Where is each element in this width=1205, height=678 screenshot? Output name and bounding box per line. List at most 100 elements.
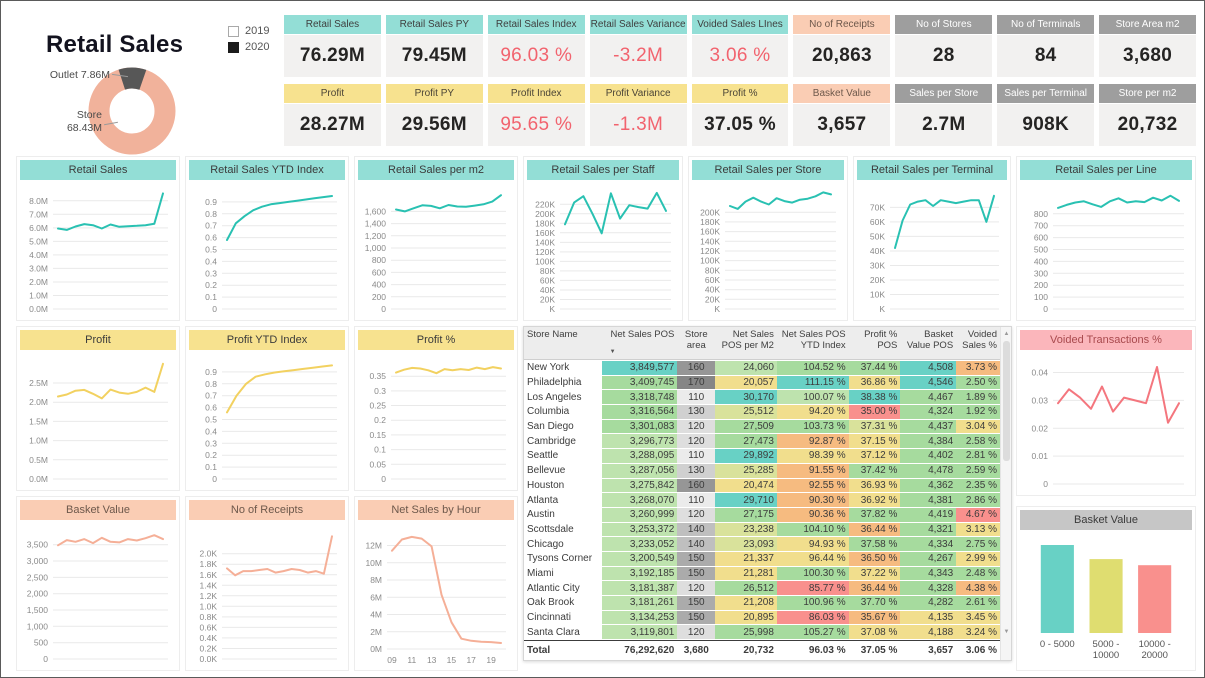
svg-text:10M: 10M [365, 558, 382, 568]
scrollbar-thumb[interactable] [1003, 341, 1010, 461]
retail-sales-per-staff-line-chart[interactable]: 220K 200K 180K 160K 140K 120K 100K 80K 60K 40K 20K… [526, 183, 680, 317]
table-scrollbar[interactable]: ▲ ▼ [1000, 327, 1011, 660]
scroll-up-icon[interactable]: ▲ [1003, 331, 1010, 337]
kpi-card-profit-variance[interactable]: Profit Variance -1.3M [589, 84, 687, 146]
kpi-card-profit-py[interactable]: Profit PY 29.56M [385, 84, 483, 146]
column-header-net-sales-pos-per-m2[interactable]: Net Sales POS per M2 [721, 329, 774, 351]
kpi-card-store-area-m2[interactable]: Store Area m2 3,680 [1099, 15, 1197, 77]
table-cell: 4,282 [900, 596, 957, 611]
legend-item-2019[interactable]: 2019 [228, 25, 269, 37]
svg-text:3,000: 3,000 [27, 556, 49, 566]
kpi-value: 84 [997, 35, 1095, 77]
svg-text:1.0M: 1.0M [29, 436, 48, 446]
table-cell: 29,892 [715, 449, 777, 464]
table-total-row: Total 76,292,620 3,680 20,732 96.03 % 37.05 %… [524, 640, 1011, 660]
legend-label: 2019 [245, 25, 270, 37]
scroll-down-icon[interactable]: ▼ [1003, 629, 1010, 635]
table-row-seattle[interactable]: Seattle 3,288,095 110 29,892 98.39 % 37.12 % 4… [524, 449, 1000, 464]
panel-retail-sales-per-m2: Retail Sales per m2 1,600 1,400 1,200 1,000… [354, 156, 518, 321]
profit-line-chart[interactable]: 2.5M 2.0M 1.5M 1.0M 0.5M 0.0M [19, 353, 177, 487]
table-row-new-york[interactable]: New York 3,849,577 160 24,060 104.52 % 37.44 … [524, 361, 1000, 376]
svg-text:1,200: 1,200 [365, 231, 387, 241]
kpi-card-retail-sales[interactable]: Retail Sales 76.29M [284, 15, 381, 77]
table-cell: 3,181,261 [601, 596, 678, 611]
svg-text:2.0M: 2.0M [29, 277, 48, 287]
table-row-atlantic-city[interactable]: Atlantic City 3,181,387 120 26,512 85.77 % 36… [524, 581, 1000, 596]
table-row-columbia[interactable]: Columbia 3,316,564 130 25,512 94.20 % 35.00 %… [524, 405, 1000, 420]
retail-sales-per-terminal-line-chart[interactable]: 70K 60K 50K 40K 30K 20K 10K K [856, 183, 1008, 317]
kpi-card-basket-value[interactable]: Basket Value 3,657 [793, 84, 891, 146]
table-cell: 3,233,052 [601, 537, 678, 552]
checkbox-checked-icon[interactable] [228, 41, 239, 53]
table-cell: 150 [677, 596, 716, 611]
table-row-cambridge[interactable]: Cambridge 3,296,773 120 27,473 92.87 % 37.15 … [524, 434, 1000, 450]
table-row-austin[interactable]: Austin 3,260,999 120 27,175 90.36 % 37.82 % 4,… [524, 507, 1000, 523]
receipts-line-chart[interactable]: 2.0K 1.8K 1.6K 1.4K 1.2K 1.0K 0.8K 0.6K 0.4K 0.2K… [188, 523, 346, 667]
column-header-voided-sales[interactable]: Voided Sales % [962, 329, 997, 351]
basket-value-bar-chart[interactable]: 0 - 5000 5000 -10000 10000 -20000 [1019, 533, 1193, 667]
kpi-card-no-of-terminals[interactable]: No of Terminals 84 [997, 15, 1095, 77]
column-header-net-sales-pos[interactable]: Net Sales POS ▼ [602, 327, 678, 359]
table-row-miami[interactable]: Miami 3,192,185 150 21,281 100.30 % 37.22 % 4,… [524, 566, 1000, 582]
retail-sales-per-store-line-chart[interactable]: 200K 180K 160K 140K 120K 100K 80K 60K 40K 20K K [691, 183, 845, 317]
column-header-net-sales-pos-ytd-index[interactable]: Net Sales POS YTD Index [781, 329, 846, 351]
svg-text:10000 -: 10000 - [1139, 639, 1171, 650]
svg-text:09: 09 [387, 655, 397, 665]
kpi-label: Profit Variance [589, 84, 687, 103]
kpi-card-no-of-receipts[interactable]: No of Receipts 20,863 [793, 15, 891, 77]
table-row-san-diego[interactable]: San Diego 3,301,083 120 27,509 103.73 % 37.31… [524, 419, 1000, 435]
table-row-philadelphia[interactable]: Philadelphia 3,409,745 170 20,057 111.15 % 36… [524, 375, 1000, 391]
checkbox-unchecked-icon[interactable] [228, 25, 239, 37]
donut-chart[interactable] [74, 61, 182, 156]
table-cell: 103.73 % [776, 419, 849, 435]
kpi-card-store-per-m2[interactable]: Store per m2 20,732 [1099, 84, 1197, 146]
profit-pct-line-chart[interactable]: 0.35 0.3 0.25 0.2 0.15 0.1 0.05 0 [357, 353, 515, 487]
net-sales-by-hour-line-chart[interactable]: 12M 10M 8M 6M 4M 2M 0M 09 11 13 15 17 19 [357, 523, 515, 667]
retail-sales-line-chart[interactable]: 8.0M 7.0M 6.0M 5.0M 4.0M 3.0M 2.0M 1.0M 0.0M [19, 183, 177, 317]
kpi-card-sales-per-store[interactable]: Sales per Store 2.7M [895, 84, 993, 146]
svg-text:4.0M: 4.0M [29, 250, 48, 260]
kpi-card-voided-sales-lines[interactable]: Voided Sales LInes 3.06 % [691, 15, 789, 77]
svg-text:100K: 100K [700, 256, 720, 266]
sort-descending-icon[interactable]: ▼ [609, 348, 616, 355]
table-row-houston[interactable]: Houston 3,275,842 160 20,474 92.55 % 36.93 % 4… [524, 478, 1000, 494]
retail-sales-ytd-line-chart[interactable]: 0.9 0.8 0.7 0.6 0.5 0.4 0.3 0.2 0.1 0 [188, 183, 346, 317]
table-cell: Miami [524, 567, 602, 582]
legend-label: 2020 [245, 41, 270, 53]
column-header-profit-pos[interactable]: Profit % POS [864, 329, 898, 351]
kpi-card-retail-sales-py[interactable]: Retail Sales PY 79.45M [385, 15, 483, 77]
column-header-basket-value-pos[interactable]: Basket Value POS [906, 329, 954, 351]
basket-value-line-chart[interactable]: 3,500 3,000 2,500 2,000 1,500 1,000 500 0 [19, 523, 177, 667]
kpi-card-profit-index[interactable]: Profit Index 95.65 % [487, 84, 585, 146]
table-row-chicago[interactable]: Chicago 3,233,052 140 23,093 94.93 % 37.58 % 4… [524, 537, 1000, 552]
table-row-oak-brook[interactable]: Oak Brook 3,181,261 150 21,208 100.96 % 37.70… [524, 596, 1000, 611]
table-cell: 170 [677, 375, 716, 391]
table-cell: Santa Clara [524, 625, 602, 641]
profit-ytd-line-chart[interactable]: 0.9 0.8 0.7 0.6 0.5 0.4 0.3 0.2 0.1 0 [188, 353, 346, 487]
table-row-atlanta[interactable]: Atlanta 3,268,070 110 29,710 90.30 % 36.92 % 4… [524, 493, 1000, 508]
kpi-card-retail-sales-variance[interactable]: Retail Sales Variance -3.2M [589, 15, 687, 77]
kpi-card-retail-sales-index[interactable]: Retail Sales Index 96.03 % [487, 15, 585, 77]
sales-by-channel-donut[interactable]: Outlet 7.86M Store 68.43M [50, 61, 182, 156]
table-row-tysons-corner[interactable]: Tysons Corner 3,200,549 150 21,337 96.44 % 36… [524, 551, 1000, 567]
table-cell: 29,710 [715, 493, 777, 508]
kpi-card-sales-per-terminal[interactable]: Sales per Terminal 908K [997, 84, 1095, 146]
table-row-los-angeles[interactable]: Los Angeles 3,318,748 110 30,170 100.07 % 38.… [524, 390, 1000, 406]
svg-text:50K: 50K [870, 231, 885, 241]
column-header-store-name[interactable]: Store Name [527, 329, 578, 340]
table-row-scottsdale[interactable]: Scottsdale 3,253,372 140 23,238 104.10 % 36.4… [524, 522, 1000, 538]
kpi-card-no-of-stores[interactable]: No of Stores 28 [895, 15, 993, 77]
table-cell: 4,402 [900, 449, 957, 464]
kpi-card-profit[interactable]: Profit 28.27M [284, 84, 381, 146]
retail-sales-per-m2-line-chart[interactable]: 1,600 1,400 1,200 1,000 800 600 400 200 0 [357, 183, 515, 317]
voided-transactions-line-chart[interactable]: 0.04 0.03 0.02 0.01 0 [1019, 353, 1193, 492]
column-header-store-area[interactable]: Store area [684, 329, 708, 351]
kpi-card-profit[interactable]: Profit % 37.05 % [691, 84, 789, 146]
table-row-cincinnati[interactable]: Cincinnati 3,134,253 150 20,895 86.03 % 35.67… [524, 610, 1000, 626]
kpi-label: Store per m2 [1099, 84, 1197, 103]
table-row-santa-clara[interactable]: Santa Clara 3,119,801 120 25,998 105.27 % 37.… [524, 625, 1000, 641]
legend-item-2020[interactable]: 2020 [228, 41, 269, 53]
table-row-bellevue[interactable]: Bellevue 3,287,056 130 25,285 91.55 % 37.42 %… [524, 463, 1000, 479]
panel-title: Profit [20, 330, 176, 350]
retail-sales-per-line-line-chart[interactable]: 800 700 600 500 400 300 200 100 0 [1019, 183, 1193, 317]
